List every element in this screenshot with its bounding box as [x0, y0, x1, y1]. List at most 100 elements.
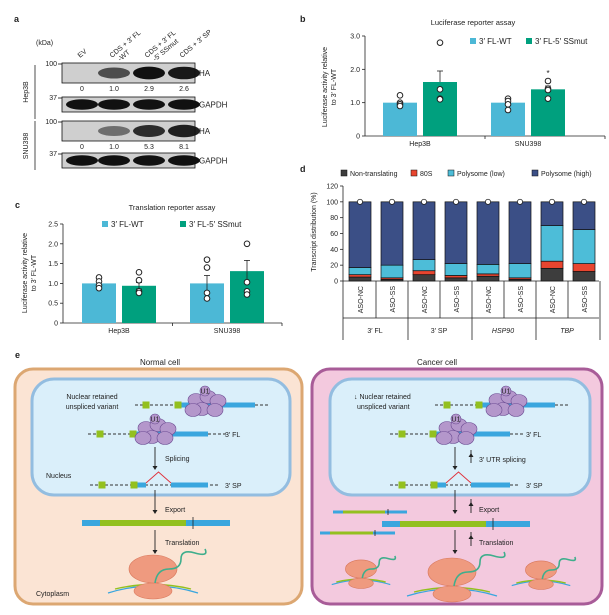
nascent-peptide	[453, 551, 506, 587]
y-tick-label: 2.0	[48, 241, 58, 248]
panel-a-western-blot: a (kDa) EV CDS + 3′ FL-WT CDS + 3′ FL-5′ S…	[14, 14, 228, 170]
extra-mrna-cds	[330, 531, 373, 535]
panel-label-c: c	[15, 200, 20, 210]
increase-arrow-head	[468, 535, 474, 539]
x-category-label: ASO-SS	[582, 286, 589, 313]
group-label: 3′ SP	[431, 328, 448, 335]
sp-transcript-utr	[471, 482, 510, 488]
export-arrow-head	[152, 510, 158, 514]
blot-band	[98, 67, 130, 79]
panel-label-b: b	[300, 14, 306, 24]
x-category-label: Hep3B	[409, 141, 431, 148]
data-point	[452, 198, 459, 205]
legend-swatch	[447, 169, 455, 177]
data-point	[135, 289, 143, 297]
sp-transcript-utr	[171, 482, 208, 488]
y-tick-label: 40	[330, 247, 338, 254]
stacked-bar-segment	[444, 277, 468, 282]
data-point	[484, 198, 491, 205]
data-point	[517, 198, 524, 205]
data-point	[436, 96, 444, 103]
data-point	[356, 198, 363, 205]
data-point	[504, 106, 512, 114]
u1-snrnp-subunit	[435, 431, 453, 445]
retained-transcript-exon	[443, 401, 451, 409]
stacked-bar-segment	[540, 201, 564, 226]
blot-band	[168, 124, 200, 138]
cancer-export-label: Export	[479, 507, 499, 514]
y-tick-label: 0.5	[48, 301, 58, 308]
sp-transcript-exon	[430, 481, 438, 489]
stacked-bar-segment	[412, 201, 436, 260]
cytoplasm-label: Cytoplasm	[36, 591, 69, 598]
quant-value: 0	[80, 86, 84, 93]
cell-line-snu398: SNU398	[23, 133, 30, 160]
x-category-label: ASO-NC	[550, 286, 557, 313]
cancer-retained-label-1: ↓ Nuclear retained	[354, 394, 411, 401]
sp-transcript-exon	[98, 481, 106, 489]
u1-label-badge	[149, 413, 161, 425]
u1-label: U1	[452, 417, 461, 424]
cancer-sp-label: 3′ SP	[526, 483, 543, 490]
legend-label: Polysome (high)	[541, 171, 592, 178]
quant-value: 0	[80, 144, 84, 151]
data-point	[203, 256, 211, 263]
legend-swatch	[531, 169, 539, 177]
y-tick-label: 2.5	[48, 222, 58, 229]
x-category-label: ASO-NC	[486, 286, 493, 313]
cancer-retained-label-2: unspliced variant	[357, 404, 410, 411]
data-point	[95, 284, 103, 292]
stacked-bar-segment	[444, 201, 468, 264]
y-tick-label: 60	[330, 231, 338, 238]
chart-c-title: Translation reporter assay	[129, 203, 216, 212]
quant-value: 2.6	[179, 86, 189, 93]
data-point	[243, 291, 251, 298]
stacked-bar-segment	[508, 201, 532, 264]
u1-label-badge	[500, 385, 512, 397]
extra-mrna-cds	[343, 510, 385, 514]
data-point	[544, 95, 552, 102]
y-tick-label: 20	[330, 263, 338, 270]
chart-b-ylabel-2: to 3′ FL-WT	[331, 68, 338, 105]
normal-export-label: Export	[165, 507, 185, 514]
lane-label: CDS + 3′ FL-5′ SSmut	[144, 30, 183, 66]
fl-transcript-exon	[398, 430, 406, 438]
ribosome-small-subunit	[348, 577, 374, 589]
data-point	[243, 278, 251, 286]
cancer-translation-label: Translation	[479, 540, 513, 547]
y-tick-label: 1.0	[48, 281, 58, 288]
data-point	[396, 102, 404, 110]
stacked-bar-segment	[380, 264, 404, 279]
x-category-label: ASO-SS	[518, 286, 525, 313]
stacked-bar-segment	[476, 264, 500, 275]
legend-label: 3′ FL-5′ SSmut	[189, 220, 242, 229]
data-point	[420, 198, 427, 205]
stacked-bar-segment	[380, 201, 404, 266]
u1-snrnp-subunit	[156, 431, 174, 445]
blot-band	[168, 66, 200, 80]
x-category-label: ASO-NC	[422, 286, 429, 313]
panel-e-diagram: e U1 U1 U1 U1 Normal cell Nuclear retained …	[13, 350, 604, 606]
data-point	[436, 39, 444, 46]
stacked-bar-segment	[572, 229, 596, 264]
panel-c-chart: c Translation reporter assay Luciferase …	[15, 200, 283, 335]
nascent-peptide	[154, 548, 207, 584]
legend-label: 3′ FL-5′ SSmut	[535, 37, 588, 46]
x-category-label: SNU398	[214, 328, 241, 335]
data-point	[203, 289, 211, 297]
cancer-cell-title: Cancer cell	[417, 358, 457, 367]
u1-label-badge	[450, 413, 462, 425]
ribosome-large-subunit	[525, 560, 557, 580]
retained-transcript-exon	[475, 401, 483, 409]
sp-transcript-exon	[130, 481, 138, 489]
chart-d-ylabel: Transcript distribution (%)	[311, 192, 318, 272]
blot-band	[66, 99, 98, 110]
legend-label: Non-translating	[350, 171, 398, 178]
blot-band	[168, 99, 200, 110]
stacked-bar-segment	[444, 263, 468, 276]
stacked-bar-segment	[540, 267, 564, 282]
cancer-splicing-label: 3′ UTR splicing	[479, 457, 526, 464]
x-category-label: ASO-NC	[358, 286, 365, 313]
